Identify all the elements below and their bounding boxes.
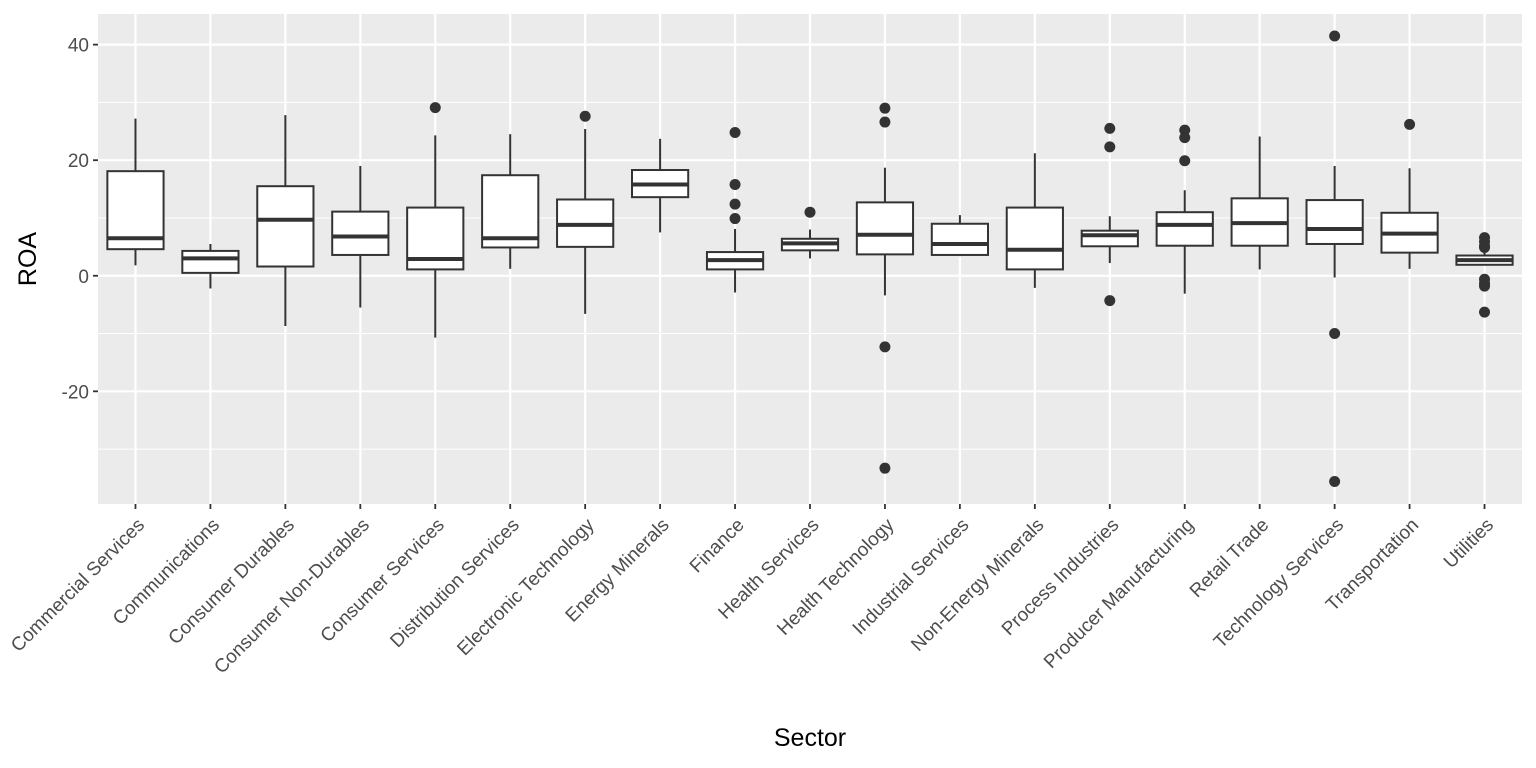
box-group (106, 118, 165, 266)
y-tick-label: 40 (68, 36, 89, 57)
outlier-point (879, 116, 891, 128)
outlier-point (1104, 141, 1116, 153)
x-axis-title: Sector (774, 724, 846, 752)
iqr-box (256, 185, 315, 268)
outlier-point (879, 462, 891, 474)
y-tick-label: 20 (68, 151, 89, 172)
x-axis: Commercial ServicesCommunicationsConsume… (7, 504, 1498, 678)
outlier-point (1329, 328, 1341, 340)
outlier-point (879, 102, 891, 114)
x-tick-label: Producer Manufacturing (1040, 515, 1198, 673)
box-group (1005, 153, 1064, 288)
iqr-box (1005, 206, 1064, 271)
box-group (930, 215, 990, 257)
x-tick-label: Electronic Technology (453, 514, 599, 660)
box-group (1455, 232, 1514, 318)
x-tick-label: Commercial Services (7, 515, 149, 657)
iqr-box (930, 222, 990, 256)
iqr-box (106, 170, 165, 251)
x-tick-label: Utilities (1440, 515, 1498, 573)
box-group (406, 102, 465, 338)
box-group (331, 165, 390, 308)
box-group (780, 206, 840, 259)
y-axis-title: ROA (14, 232, 42, 287)
x-tick-label: Technology Services (1210, 515, 1348, 653)
outlier-point (1479, 241, 1491, 253)
outlier-point (1404, 118, 1416, 130)
x-tick-label: Consumer Services (317, 515, 449, 647)
outlier-point (1179, 132, 1191, 144)
x-tick-label: Non-Energy Minerals (907, 515, 1048, 656)
boxplot-series (106, 30, 1514, 487)
x-tick-label: Distribution Services (386, 515, 523, 652)
outlier-point (579, 110, 591, 122)
x-tick-label: Consumer Durables (165, 515, 299, 649)
box-group (1305, 30, 1364, 487)
outlier-point (729, 126, 741, 138)
x-tick-label: Finance (686, 515, 749, 578)
box-group (481, 134, 540, 269)
iqr-box (855, 201, 915, 256)
iqr-box (1155, 211, 1214, 247)
outlier-point (1179, 155, 1191, 167)
y-axis: -20 0 20 40 (62, 36, 98, 403)
box-group (1080, 122, 1139, 307)
x-tick-label: Consumer Non-Durables (210, 515, 373, 678)
outlier-point (879, 341, 891, 353)
iqr-box (1080, 229, 1139, 248)
outlier-point (1479, 306, 1491, 318)
box-group (1155, 124, 1214, 294)
iqr-box (481, 174, 540, 249)
outlier-point (804, 206, 816, 218)
outlier-point (1329, 30, 1341, 42)
box-group (181, 243, 240, 289)
outlier-point (1479, 280, 1491, 292)
outlier-point (729, 178, 741, 190)
box-group (1380, 118, 1439, 269)
box-group (855, 102, 915, 474)
box-group (556, 110, 615, 314)
outlier-point (1104, 295, 1116, 307)
outlier-point (429, 102, 441, 114)
iqr-box (331, 210, 390, 256)
outlier-point (729, 213, 741, 225)
box-group (631, 138, 690, 233)
box-group (705, 126, 765, 293)
outlier-point (1104, 122, 1116, 134)
outlier-point (729, 198, 741, 210)
box-group (256, 115, 315, 327)
outlier-point (1329, 475, 1341, 487)
y-tick-label: -20 (62, 382, 89, 403)
iqr-box (1305, 199, 1364, 245)
y-tick-label: 0 (78, 267, 89, 288)
box-group (1230, 136, 1289, 270)
iqr-box (181, 249, 240, 274)
